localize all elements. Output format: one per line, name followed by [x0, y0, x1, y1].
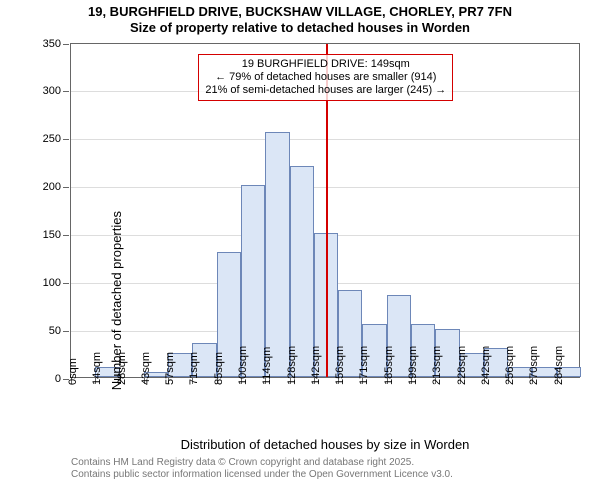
y-tick-label: 150 [43, 229, 61, 241]
x-tick-label: 199sqm [407, 345, 419, 384]
x-tick-label: 270sqm [528, 345, 540, 384]
x-tick-label: 284sqm [553, 345, 565, 384]
callout-line-3: 21% of semi-detached houses are larger (… [205, 84, 446, 97]
x-tick-label: 185sqm [383, 345, 395, 384]
x-tick-label: 57sqm [164, 351, 176, 384]
title-line-2: Size of property relative to detached ho… [0, 20, 600, 36]
y-tick [63, 331, 69, 332]
plot-area: 0501001502002503003500sqm14sqm28sqm43sqm… [70, 43, 580, 378]
x-tick-label: 156sqm [334, 345, 346, 384]
footer-attribution: Contains HM Land Registry data © Crown c… [71, 457, 453, 482]
y-tick-label: 350 [43, 38, 61, 50]
y-tick-label: 200 [43, 181, 61, 193]
x-tick-label: 85sqm [213, 351, 225, 384]
chart: 0501001502002503003500sqm14sqm28sqm43sqm… [0, 43, 600, 498]
y-tick-label: 300 [43, 85, 61, 97]
y-axis-title: Number of detached properties [109, 211, 124, 390]
callout-box: 19 BURGHFIELD DRIVE: 149sqm← 79% of deta… [198, 54, 453, 102]
y-tick [63, 187, 69, 188]
y-tick [63, 91, 69, 92]
y-tick-label: 50 [49, 325, 61, 337]
x-tick-label: 71sqm [188, 351, 200, 384]
histogram-bar [265, 132, 289, 376]
chart-titles: 19, BURGHFIELD DRIVE, BUCKSHAW VILLAGE, … [0, 0, 600, 37]
y-tick [63, 139, 69, 140]
x-tick-label: 14sqm [91, 351, 103, 384]
y-tick [63, 235, 69, 236]
callout-line-1: 19 BURGHFIELD DRIVE: 149sqm [205, 58, 446, 71]
x-tick-label: 100sqm [237, 345, 249, 384]
y-tick-label: 0 [55, 373, 61, 385]
x-axis-title: Distribution of detached houses by size … [181, 437, 470, 452]
y-tick-label: 250 [43, 133, 61, 145]
x-tick-label: 142sqm [310, 345, 322, 384]
y-tick [63, 283, 69, 284]
footer-line-2: Contains public sector information licen… [71, 469, 453, 482]
x-tick-label: 114sqm [261, 346, 273, 384]
y-tick [63, 44, 69, 45]
x-tick-label: 256sqm [504, 345, 516, 384]
x-tick-label: 128sqm [286, 345, 298, 384]
x-tick-label: 0sqm [67, 358, 79, 385]
x-tick-label: 213sqm [431, 345, 443, 384]
y-tick-label: 100 [43, 277, 61, 289]
x-tick-label: 171sqm [358, 345, 370, 384]
x-tick-label: 228sqm [456, 345, 468, 384]
title-line-1: 19, BURGHFIELD DRIVE, BUCKSHAW VILLAGE, … [0, 4, 600, 20]
x-tick-label: 242sqm [480, 345, 492, 384]
footer-line-1: Contains HM Land Registry data © Crown c… [71, 457, 453, 470]
callout-line-2: ← 79% of detached houses are smaller (91… [205, 71, 446, 84]
x-tick-label: 43sqm [140, 351, 152, 384]
